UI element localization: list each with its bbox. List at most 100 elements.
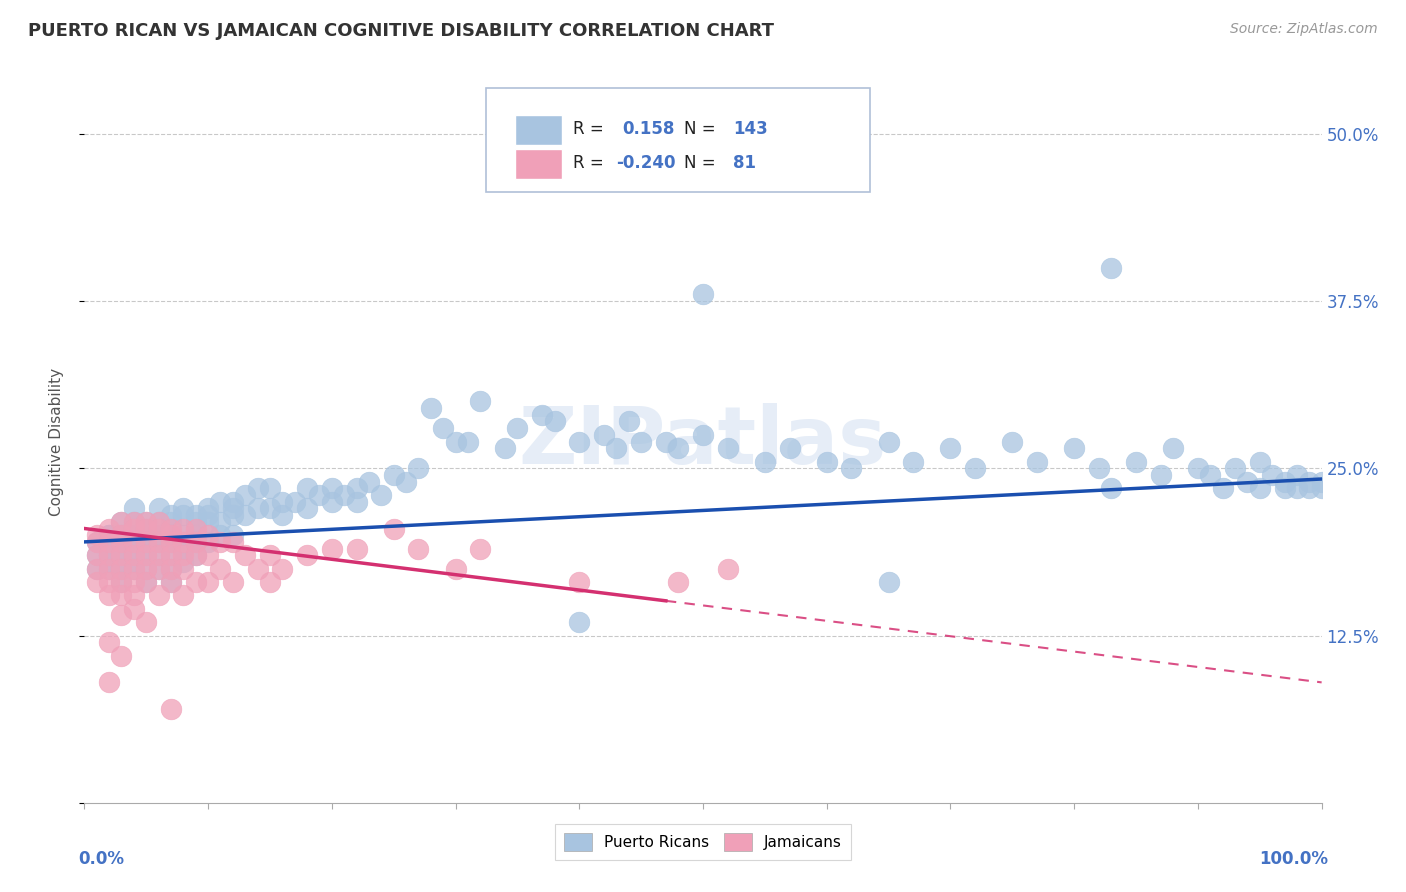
Point — [110, 548, 132, 563]
Point — [122, 548, 145, 563]
Y-axis label: Cognitive Disability: Cognitive Disability — [49, 368, 63, 516]
Point — [939, 442, 962, 455]
Point — [197, 575, 219, 590]
Point — [148, 534, 170, 549]
Point — [877, 575, 900, 590]
Point — [148, 548, 170, 563]
Point — [110, 575, 132, 590]
Point — [605, 442, 627, 455]
Point — [148, 515, 170, 529]
Point — [666, 442, 689, 455]
Point — [197, 501, 219, 516]
Point — [98, 635, 121, 649]
Text: R =: R = — [574, 154, 603, 172]
Point — [470, 541, 492, 556]
Point — [568, 615, 591, 630]
Point — [135, 534, 157, 549]
Point — [222, 528, 245, 542]
Point — [135, 541, 157, 556]
Point — [531, 408, 554, 422]
Text: N =: N = — [685, 154, 716, 172]
Point — [110, 608, 132, 623]
Point — [593, 427, 616, 442]
Point — [110, 589, 132, 603]
Point — [233, 508, 256, 523]
Point — [86, 562, 108, 576]
Text: 143: 143 — [733, 120, 768, 138]
Point — [259, 501, 281, 516]
Point — [1001, 434, 1024, 449]
Text: N =: N = — [685, 120, 716, 138]
Point — [1150, 467, 1173, 482]
Point — [1199, 467, 1222, 482]
Point — [135, 515, 157, 529]
Point — [110, 575, 132, 590]
Point — [122, 548, 145, 563]
Point — [160, 702, 183, 716]
Point — [370, 488, 392, 502]
Point — [1298, 482, 1320, 496]
Point — [259, 548, 281, 563]
Point — [98, 575, 121, 590]
Point — [1249, 455, 1271, 469]
Point — [1236, 475, 1258, 489]
Point — [135, 521, 157, 535]
Point — [172, 555, 194, 569]
Point — [506, 421, 529, 435]
Point — [568, 575, 591, 590]
Point — [222, 534, 245, 549]
FancyBboxPatch shape — [486, 87, 870, 193]
Point — [382, 467, 405, 482]
Point — [98, 562, 121, 576]
Point — [110, 528, 132, 542]
Point — [135, 562, 157, 576]
Point — [86, 534, 108, 549]
Point — [617, 414, 640, 429]
Text: 0.158: 0.158 — [623, 120, 675, 138]
Point — [98, 548, 121, 563]
Point — [98, 548, 121, 563]
Point — [470, 394, 492, 409]
Point — [630, 434, 652, 449]
Point — [506, 161, 529, 175]
Point — [135, 575, 157, 590]
Point — [135, 575, 157, 590]
Point — [717, 562, 740, 576]
Point — [98, 548, 121, 563]
Point — [1223, 461, 1246, 475]
Point — [1298, 475, 1320, 489]
Point — [86, 534, 108, 549]
Point — [209, 528, 232, 542]
Point — [1063, 442, 1085, 455]
Point — [184, 548, 207, 563]
Point — [271, 508, 294, 523]
Point — [197, 508, 219, 523]
Point — [172, 534, 194, 549]
Point — [172, 528, 194, 542]
Point — [172, 562, 194, 576]
Point — [98, 528, 121, 542]
Point — [1310, 482, 1333, 496]
Point — [222, 575, 245, 590]
Point — [568, 434, 591, 449]
Point — [197, 528, 219, 542]
Point — [122, 602, 145, 616]
Point — [779, 442, 801, 455]
Point — [122, 501, 145, 516]
Point — [148, 521, 170, 535]
Point — [160, 575, 183, 590]
Point — [148, 501, 170, 516]
Point — [1026, 455, 1049, 469]
Point — [1125, 455, 1147, 469]
Point — [692, 427, 714, 442]
Point — [246, 562, 269, 576]
Point — [122, 534, 145, 549]
Point — [295, 482, 318, 496]
Point — [457, 434, 479, 449]
Point — [308, 488, 330, 502]
Point — [754, 455, 776, 469]
Point — [98, 562, 121, 576]
Point — [382, 521, 405, 535]
Point — [122, 575, 145, 590]
Point — [184, 575, 207, 590]
